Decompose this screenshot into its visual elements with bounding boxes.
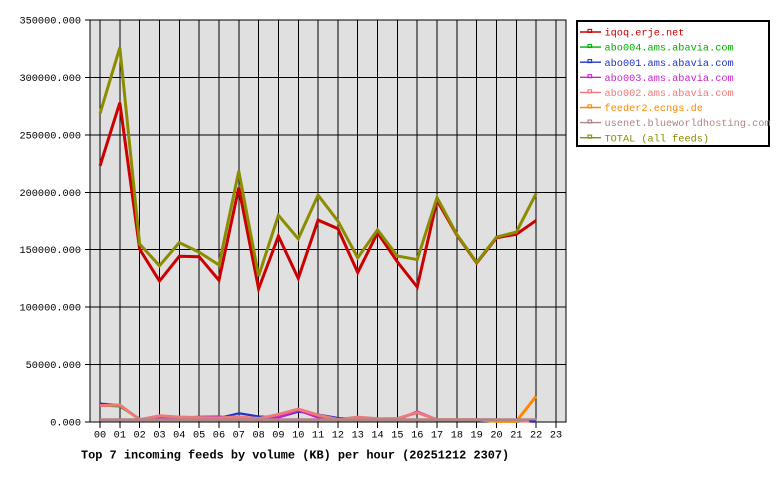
svg-text:100000.000: 100000.000 bbox=[19, 303, 81, 315]
svg-text:20: 20 bbox=[490, 429, 502, 441]
svg-text:10: 10 bbox=[292, 429, 304, 441]
svg-text:16: 16 bbox=[411, 429, 423, 441]
svg-text:abo001.ams.abavia.com: abo001.ams.abavia.com bbox=[605, 58, 734, 70]
svg-text:08: 08 bbox=[252, 429, 264, 441]
svg-text:09: 09 bbox=[272, 429, 284, 441]
svg-text:350000.000: 350000.000 bbox=[19, 16, 81, 28]
svg-text:300000.000: 300000.000 bbox=[19, 73, 81, 85]
svg-text:11: 11 bbox=[312, 429, 324, 441]
svg-text:15: 15 bbox=[391, 429, 403, 441]
svg-text:feeder2.ecngs.de: feeder2.ecngs.de bbox=[605, 103, 703, 115]
svg-text:22: 22 bbox=[530, 429, 542, 441]
svg-text:21: 21 bbox=[510, 429, 522, 441]
svg-text:19: 19 bbox=[471, 429, 483, 441]
svg-text:04: 04 bbox=[173, 429, 185, 441]
svg-text:250000.000: 250000.000 bbox=[19, 130, 81, 142]
svg-text:0.000: 0.000 bbox=[50, 418, 81, 430]
svg-text:07: 07 bbox=[233, 429, 245, 441]
svg-text:05: 05 bbox=[193, 429, 205, 441]
svg-text:TOTAL (all feeds): TOTAL (all feeds) bbox=[605, 133, 710, 145]
svg-text:abo002.ams.abavia.com: abo002.ams.abavia.com bbox=[605, 88, 734, 100]
svg-text:17: 17 bbox=[431, 429, 443, 441]
svg-text:00: 00 bbox=[94, 429, 106, 441]
svg-text:06: 06 bbox=[213, 429, 225, 441]
svg-text:iqoq.erje.net: iqoq.erje.net bbox=[605, 28, 685, 40]
svg-text:usenet.blueworldhosting.com: usenet.blueworldhosting.com bbox=[605, 118, 771, 130]
svg-text:Top 7 incoming feeds by volume: Top 7 incoming feeds by volume (KB) per … bbox=[81, 449, 509, 463]
svg-text:50000.000: 50000.000 bbox=[26, 360, 81, 372]
svg-text:150000.000: 150000.000 bbox=[19, 245, 81, 257]
svg-text:13: 13 bbox=[352, 429, 364, 441]
svg-text:18: 18 bbox=[451, 429, 463, 441]
svg-text:01: 01 bbox=[114, 429, 126, 441]
svg-text:03: 03 bbox=[153, 429, 165, 441]
svg-text:02: 02 bbox=[133, 429, 145, 441]
svg-text:200000.000: 200000.000 bbox=[19, 188, 81, 200]
svg-text:abo004.ams.abavia.com: abo004.ams.abavia.com bbox=[605, 43, 734, 55]
svg-text:23: 23 bbox=[550, 429, 562, 441]
svg-text:abo003.ams.abavia.com: abo003.ams.abavia.com bbox=[605, 73, 734, 85]
svg-text:12: 12 bbox=[332, 429, 344, 441]
svg-text:14: 14 bbox=[371, 429, 383, 441]
